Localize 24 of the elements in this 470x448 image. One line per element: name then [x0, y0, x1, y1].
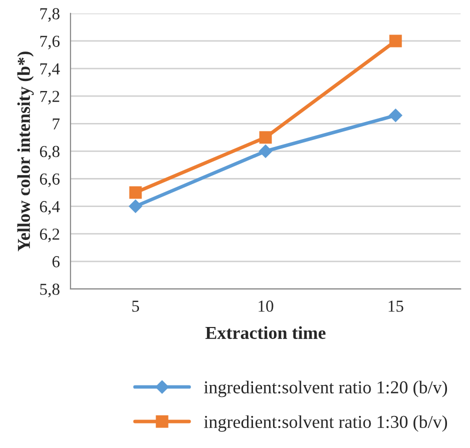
point [129, 186, 142, 199]
y-tick-label: 7,6 [40, 36, 60, 50]
y-tick-label: 7,2 [40, 90, 60, 104]
y-tick-label: 6,4 [40, 201, 60, 215]
point [259, 131, 272, 144]
y-tick-label: 7 [52, 118, 60, 130]
point [389, 34, 402, 48]
x-axis-title: Extraction time [205, 326, 326, 340]
y-tick-label: 7,8 [40, 8, 60, 22]
y-tick-label: 6,2 [40, 228, 60, 242]
y-tick-label: 6,8 [40, 146, 60, 160]
legend-label: ingredient:solvent ratio 1:30 (b/v) [204, 415, 448, 432]
point [388, 108, 402, 122]
x-tick-label: 15 [388, 300, 404, 312]
point [128, 199, 142, 214]
point [258, 144, 272, 158]
y-tick-label: 6,6 [40, 174, 60, 188]
y-axis-title: Yellow color intensity (b*) [17, 52, 34, 252]
x-tick-label: 10 [258, 300, 274, 312]
legend-label: ingredient:solvent ratio 1:20 (b/v) [204, 380, 448, 398]
y-tick-label: 6 [52, 256, 60, 268]
x-tick-label: 5 [132, 300, 140, 312]
y-tick-label: 7,4 [40, 63, 60, 77]
y-tick-label: 5,8 [40, 284, 60, 298]
